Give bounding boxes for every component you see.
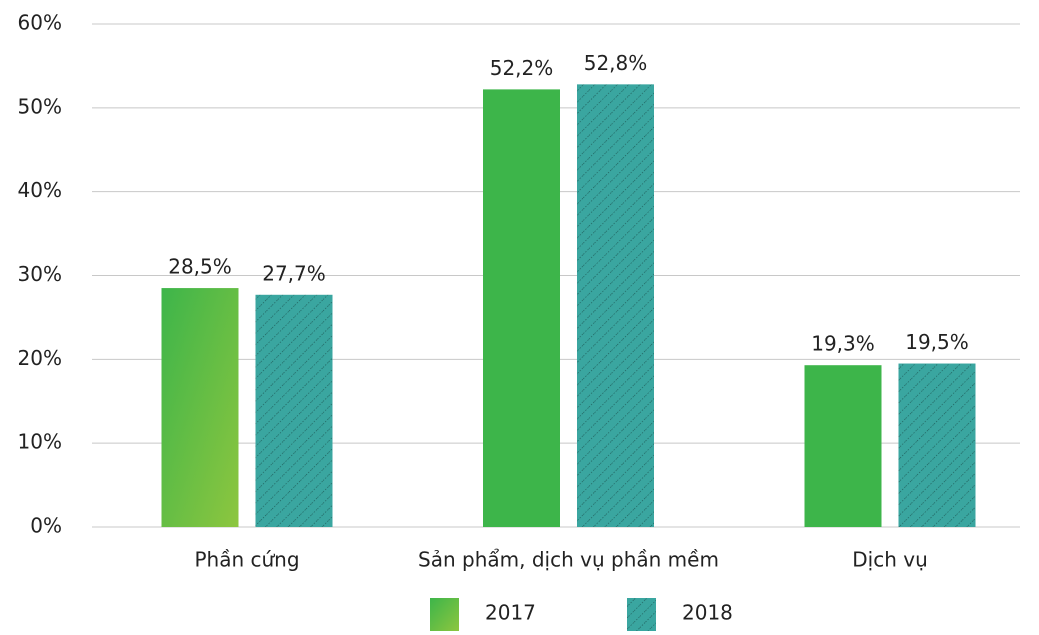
value-label: 27,7% [262,261,326,285]
bar [804,365,882,527]
y-tick-label: 0% [30,514,62,538]
legend-label: 2017 [485,601,536,625]
y-tick-label: 50% [18,94,62,118]
legend-swatch [627,598,656,631]
bar [255,294,333,527]
legend-label: 2018 [682,601,733,625]
x-tick-label: Phần cứng [194,548,299,572]
bar [577,84,654,528]
x-tick-label: Dịch vụ [852,548,928,572]
value-label: 52,8% [584,51,648,75]
y-tick-label: 60% [18,11,62,35]
y-tick-label: 30% [18,262,62,286]
legend-swatch [430,598,459,631]
y-tick-label: 20% [18,346,62,370]
value-label: 19,3% [811,332,875,356]
bar [483,89,560,527]
x-tick-label: Sản phẩm, dịch vụ phần mềm [418,548,719,572]
value-label: 28,5% [168,255,232,279]
bar [161,288,239,527]
y-tick-label: 10% [18,430,62,454]
bar [898,363,976,527]
value-label: 19,5% [905,330,969,354]
value-label: 52,2% [490,56,554,80]
y-tick-label: 40% [18,178,62,202]
